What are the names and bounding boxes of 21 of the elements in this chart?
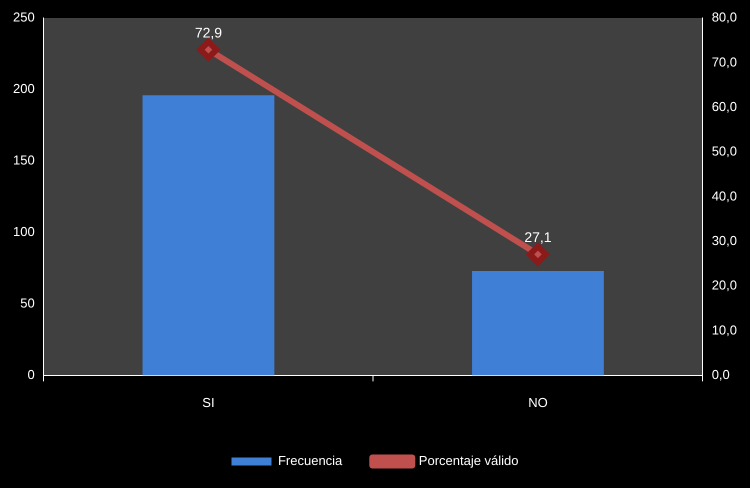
y2-tick-label: 60,0: [712, 98, 738, 114]
legend-label: Porcentaje válido: [418, 453, 519, 468]
legend-label: Frecuencia: [278, 453, 344, 468]
y-tick-label: 150: [12, 152, 35, 168]
x-tick-label: NO: [528, 394, 548, 410]
y-tick-label: 200: [12, 81, 35, 96]
y-tick-label: 100: [12, 224, 35, 240]
y2-tick-label: 30,0: [712, 232, 738, 248]
y2-tick-label: 20,0: [712, 278, 738, 293]
y2-tick-label: 80,0: [712, 10, 738, 25]
y-tick-label: 250: [12, 10, 35, 25]
y-tick-label: 0: [27, 366, 35, 382]
y2-tick-label: 0,0: [712, 366, 730, 382]
y2-tick-label: 70,0: [712, 54, 738, 70]
data-label: 72,9: [194, 24, 222, 41]
y2-tick-label: 40,0: [712, 188, 738, 204]
y2-tick-label: 10,0: [712, 322, 738, 338]
y-tick-label: 50: [20, 296, 35, 310]
y2-tick-label: 50,0: [712, 144, 738, 159]
data-label: 27,1: [524, 229, 552, 246]
x-tick-label: SI: [202, 394, 215, 410]
